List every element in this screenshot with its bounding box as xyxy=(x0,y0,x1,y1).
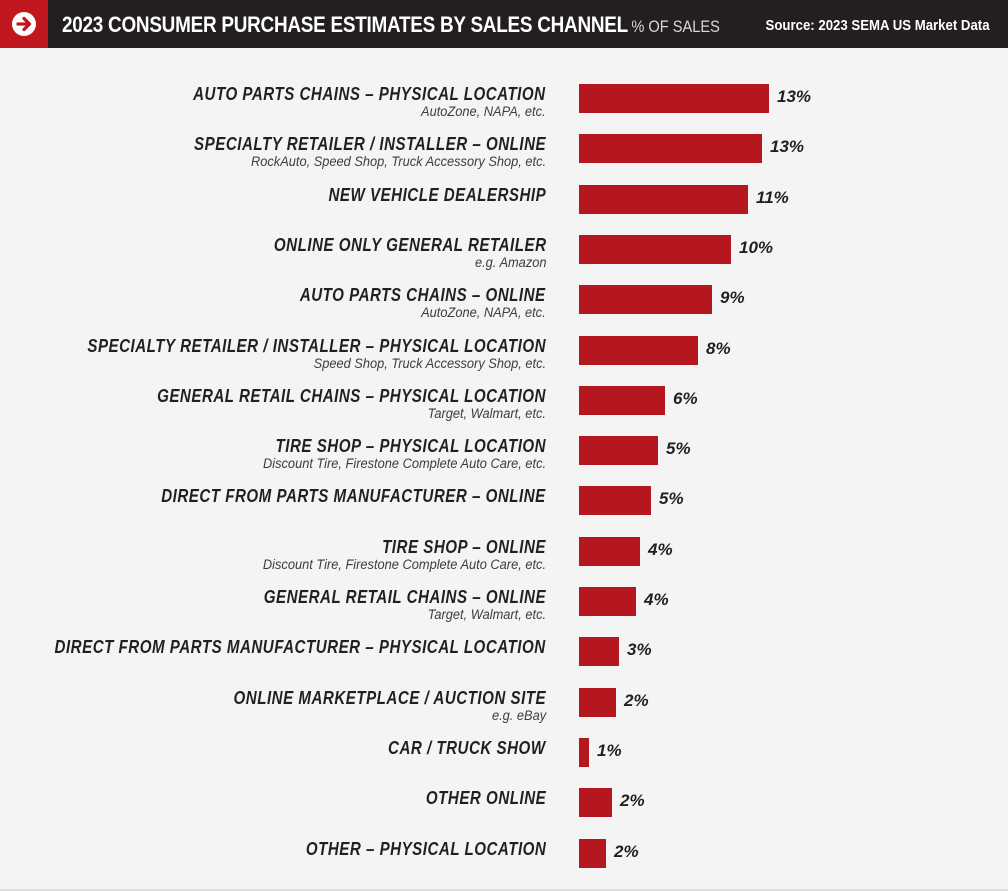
category-examples: AutoZone, NAPA, etc. xyxy=(421,104,546,119)
value-label: 8% xyxy=(706,338,731,358)
bar xyxy=(579,838,606,868)
bar xyxy=(579,587,636,616)
category-label: DIRECT FROM PARTS MANUFACTURER – ONLINE xyxy=(88,486,546,506)
category-examples: e.g. Amazon xyxy=(474,254,546,270)
category-label: ONLINE ONLY GENERAL RETAILER e.g. Amazon xyxy=(222,234,546,271)
value-label: 5% xyxy=(666,439,691,459)
category-examples: Target, Walmart, etc. xyxy=(427,607,546,622)
category-label: AUTO PARTS CHAINS – PHYSICAL LOCATION Aut… xyxy=(126,84,546,120)
bar-row: SPECIALTY RETAILER / INSTALLER – PHYSICA… xyxy=(0,335,1008,386)
category-label: SPECIALTY RETAILER / INSTALLER – PHYSICA… xyxy=(0,336,546,372)
value-label: 1% xyxy=(597,740,622,760)
category-examples: Target, Walmart, etc. xyxy=(427,405,546,421)
category-examples: RockAuto, Speed Shop, Truck Accessory Sh… xyxy=(250,154,546,170)
category-name: SPECIALTY RETAILER / INSTALLER – ONLINE xyxy=(193,134,546,155)
category-name: AUTO PARTS CHAINS – ONLINE xyxy=(300,285,546,306)
value-label: 6% xyxy=(673,388,698,408)
bar xyxy=(579,285,712,315)
bar xyxy=(579,84,769,113)
bar-row: DIRECT FROM PARTS MANUFACTURER – PHYSICA… xyxy=(0,637,1008,687)
bar xyxy=(579,486,651,516)
bar-row: OTHER ONLINE 2% xyxy=(0,788,1008,838)
value-label: 10% xyxy=(739,237,774,257)
bar xyxy=(579,335,698,365)
category-label: SPECIALTY RETAILER / INSTALLER – ONLINE R… xyxy=(127,134,546,170)
bar-row: ONLINE MARKETPLACE / AUCTION SITE e.g. eB… xyxy=(0,687,1008,738)
bar xyxy=(579,687,616,717)
category-label: OTHER – PHYSICAL LOCATION xyxy=(260,839,546,859)
category-label: OTHER ONLINE xyxy=(403,788,546,808)
bar-row: DIRECT FROM PARTS MANUFACTURER – ONLINE 5… xyxy=(0,486,1008,536)
category-label: TIRE SHOP – ONLINE Discount Tire, Firesto… xyxy=(248,537,546,573)
bar-row: AUTO PARTS CHAINS – ONLINE AutoZone, NAPA… xyxy=(0,285,1008,335)
chart-title-text: 2023 CONSUMER PURCHASE ESTIMATES BY SALE… xyxy=(62,12,628,37)
category-name: AUTO PARTS CHAINS – PHYSICAL LOCATION xyxy=(193,84,546,104)
category-label: TIRE SHOP – PHYSICAL LOCATION Discount Ti… xyxy=(224,436,546,472)
value-label: 3% xyxy=(627,640,652,660)
bar-row: TIRE SHOP – PHYSICAL LOCATION Discount Ti… xyxy=(0,436,1008,486)
bar-row: GENERAL RETAIL CHAINS – ONLINE Target, Wa… xyxy=(0,587,1008,637)
bar xyxy=(579,184,748,214)
category-name: GENERAL RETAIL CHAINS – PHYSICAL LOCATIO… xyxy=(157,385,546,406)
bar-row: ONLINE ONLY GENERAL RETAILER e.g. Amazon 1… xyxy=(0,234,1008,285)
bar-row: CAR / TRUCK SHOW 1% xyxy=(0,737,1008,788)
value-label: 2% xyxy=(624,690,649,710)
value-label: 2% xyxy=(614,841,639,861)
chart-header: 2023 CONSUMER PURCHASE ESTIMATES BY SALE… xyxy=(0,0,1008,48)
arrow-right-circle-icon xyxy=(12,12,36,36)
bar xyxy=(579,536,640,566)
category-name: SPECIALTY RETAILER / INSTALLER – PHYSICA… xyxy=(87,335,546,356)
category-label: NEW VEHICLE DEALERSHIP xyxy=(287,185,546,205)
bar-row: TIRE SHOP – ONLINE Discount Tire, Firesto… xyxy=(0,536,1008,587)
bar xyxy=(579,234,731,264)
bar xyxy=(579,737,589,767)
category-label: DIRECT FROM PARTS MANUFACTURER – PHYSICA… xyxy=(0,637,546,657)
category-examples: Speed Shop, Truck Accessory Shop, etc. xyxy=(313,355,546,371)
bar xyxy=(579,637,619,667)
category-label: ONLINE MARKETPLACE / AUCTION SITE e.g. eB… xyxy=(174,688,546,724)
category-examples: AutoZone, NAPA, etc. xyxy=(421,305,546,321)
value-label: 11% xyxy=(756,187,789,207)
value-label: 9% xyxy=(720,288,745,308)
bar xyxy=(579,788,612,818)
category-label: GENERAL RETAIL CHAINS – PHYSICAL LOCATIO… xyxy=(83,386,546,422)
bar xyxy=(579,385,665,415)
value-label: 4% xyxy=(644,590,669,609)
category-name: NEW VEHICLE DEALERSHIP xyxy=(328,184,546,205)
category-label: AUTO PARTS CHAINS – ONLINE AutoZone, NAPA… xyxy=(253,285,546,321)
category-examples: e.g. eBay xyxy=(491,707,546,723)
category-name: TIRE SHOP – ONLINE xyxy=(382,536,546,557)
category-label: GENERAL RETAIL CHAINS – ONLINE Target, Wa… xyxy=(210,587,546,623)
value-label: 2% xyxy=(620,791,645,811)
category-label: CAR / TRUCK SHOW xyxy=(358,738,546,758)
header-badge xyxy=(0,0,48,48)
bar xyxy=(579,134,762,164)
bar-row: OTHER – PHYSICAL LOCATION 2% xyxy=(0,838,1008,889)
value-label: 4% xyxy=(648,539,673,559)
chart-unit: % OF SALES xyxy=(631,17,720,36)
bar-row: SPECIALTY RETAILER / INSTALLER – ONLINE R… xyxy=(0,134,1008,184)
category-name: ONLINE ONLY GENERAL RETAILER xyxy=(273,234,546,255)
chart-source: Source: 2023 SEMA US Market Data xyxy=(765,17,990,34)
category-name: DIRECT FROM PARTS MANUFACTURER – PHYSICA… xyxy=(54,637,546,658)
category-examples: Discount Tire, Firestone Complete Auto C… xyxy=(262,456,546,472)
category-examples: Discount Tire, Firestone Complete Auto C… xyxy=(262,556,546,572)
value-label: 13% xyxy=(770,137,805,157)
value-label: 5% xyxy=(659,489,684,509)
footer-divider xyxy=(0,889,1008,891)
chart-title: 2023 CONSUMER PURCHASE ESTIMATES BY SALE… xyxy=(62,0,720,48)
bar-row: GENERAL RETAIL CHAINS – PHYSICAL LOCATIO… xyxy=(0,385,1008,436)
value-label: 13% xyxy=(777,87,812,106)
category-name: ONLINE MARKETPLACE / AUCTION SITE xyxy=(233,687,546,708)
category-name: CAR / TRUCK SHOW xyxy=(388,737,546,758)
bar xyxy=(579,436,658,466)
category-name: OTHER – PHYSICAL LOCATION xyxy=(305,838,546,859)
bar-row: AUTO PARTS CHAINS – PHYSICAL LOCATION Aut… xyxy=(0,84,1008,134)
category-name: OTHER ONLINE xyxy=(425,788,546,809)
category-name: DIRECT FROM PARTS MANUFACTURER – ONLINE xyxy=(161,486,546,507)
bar-row: NEW VEHICLE DEALERSHIP 11% xyxy=(0,184,1008,235)
category-name: GENERAL RETAIL CHAINS – ONLINE xyxy=(263,587,546,607)
category-name: TIRE SHOP – PHYSICAL LOCATION xyxy=(275,436,546,457)
